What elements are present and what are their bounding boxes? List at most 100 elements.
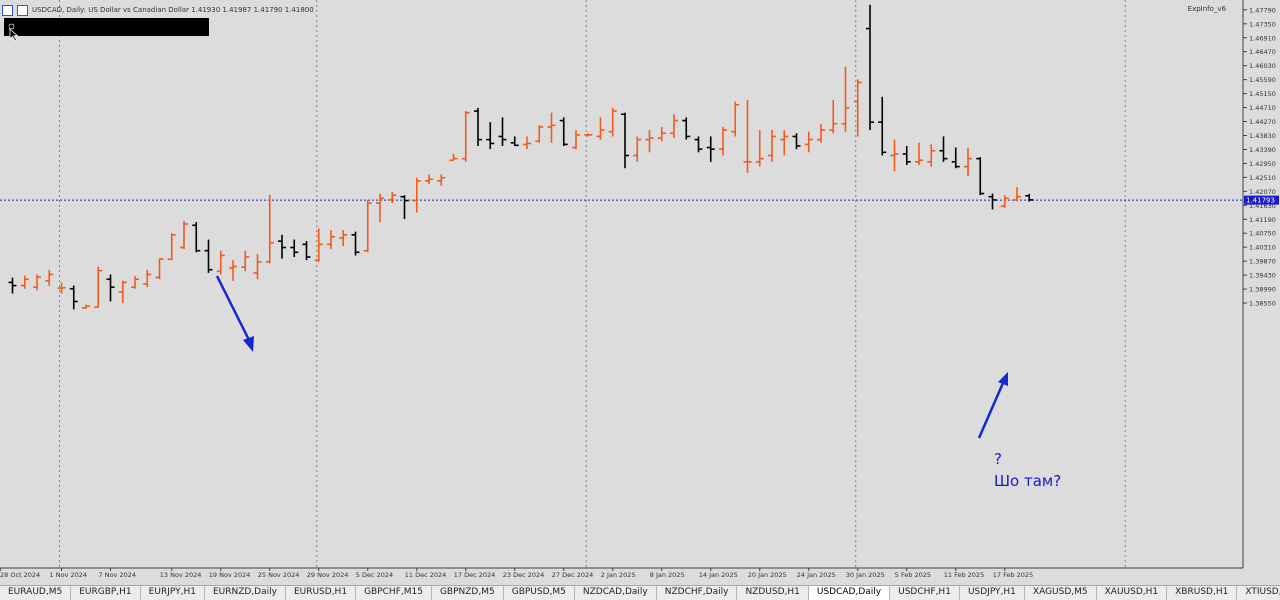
ohlc-bar [363,199,372,253]
ohlc-bar [314,228,323,262]
ohlc-bar [853,79,862,137]
ohlc-bar [792,133,801,150]
ohlc-bar [621,112,629,169]
tab-euraud-m5[interactable]: EURAUD,M5 [0,586,72,600]
ohlc-bar [768,130,776,162]
tab-usdjpy-h1[interactable]: USDJPY,H1 [960,586,1025,600]
ohlc-bar [584,133,593,137]
color-icon[interactable] [17,4,28,16]
price-tick-label: 1.42950 [1249,160,1276,168]
ohlc-bar [327,230,335,250]
ohlc-bar [902,145,911,166]
ohlc-bar [425,174,433,185]
ohlc-bar [45,269,54,286]
ohlc-bar [437,174,446,186]
ohlc-bar [167,233,176,261]
price-tick-label: 1.46030 [1249,62,1276,70]
price-tick-label: 1.47350 [1249,20,1276,28]
tab-usdchf-h1[interactable]: USDCHF,H1 [890,586,960,600]
ohlc-bar [216,250,225,275]
ohlc-bar [388,191,397,204]
ohlc-bar [131,276,139,289]
tab-xagusd-m5[interactable]: XAGUSD,M5 [1025,586,1097,600]
ohlc-bar [608,107,617,137]
ohlc-bar [33,274,41,291]
price-tick-label: 1.40310 [1249,244,1276,252]
ohlc-bar [8,277,17,294]
ohlc-bar [241,250,250,272]
time-tick-label: 8 Jan 2025 [650,571,685,579]
ohlc-bar [20,275,29,289]
price-tick-label: 1.41630 [1249,202,1276,210]
time-tick-label: 19 Nov 2024 [209,571,251,579]
time-tick-label: 25 Nov 2024 [258,571,300,579]
current-price-label: 1.41793 [1246,197,1275,205]
ohlc-bar [670,114,678,139]
time-tick-label: 27 Dec 2024 [552,571,594,579]
tab-xbrusd-h1[interactable]: XBRUSD,H1 [1167,586,1238,600]
time-tick-label: 5 Feb 2025 [895,571,931,579]
time-tick-label: 28 Oct 2024 [0,571,40,579]
ohlc-bar [572,130,580,150]
ohlc-bar [82,304,90,309]
ohlc-bar [1000,195,1009,208]
ohlc-bar [939,136,948,162]
tab-nzdusd-h1[interactable]: NZDUSD,H1 [737,586,809,600]
cursor-icon [9,28,19,42]
price-chart[interactable]: 1.47790 1.47350 1.46910 1.46470 1.46030 1.455… [0,0,1280,585]
ohlc-bar [817,123,825,143]
tab-gbpusd-m5[interactable]: GBPUSD,M5 [504,586,575,600]
ohlc-bar [1013,187,1021,202]
ohlc-bar [890,139,899,172]
tab-xtiusd-daily[interactable]: XTIUSD,Daily [1237,586,1280,600]
ohlc-bar [474,107,482,146]
tab-nzdchf-daily[interactable]: NZDCHF,Daily [657,586,738,600]
ohlc-bar [535,125,544,143]
ohlc-bar [694,136,703,153]
ohlc-bar [229,260,237,281]
ohlc-bar [719,126,727,156]
ohlc-bar [265,194,274,264]
ohlc-bar [278,234,286,259]
time-tick-label: 30 Jan 2025 [846,571,885,579]
time-tick-label: 13 Nov 2024 [160,571,202,579]
tab-eurgbp-h1[interactable]: EURGBP,H1 [71,586,141,600]
time-tick-label: 17 Dec 2024 [454,571,496,579]
tab-eurusd-h1[interactable]: EURUSD,H1 [286,586,357,600]
tab-xauusd-h1[interactable]: XAUUSD,H1 [1097,586,1168,600]
ohlc-bar [657,126,666,142]
time-tick-label: 24 Jan 2025 [797,571,836,579]
tab-gbpchf-m15[interactable]: GBPCHF,M15 [356,586,432,600]
ohlc-bar [412,177,421,213]
chart-type-icon[interactable] [2,4,13,16]
tab-eurjpy-h1[interactable]: EURJPY,H1 [141,586,205,600]
ohlc-bar [486,122,495,150]
price-tick-label: 1.47790 [1249,6,1276,14]
price-tick-label: 1.45590 [1249,76,1276,84]
price-tick-label: 1.38550 [1249,300,1276,308]
ohlc-bar [645,130,654,153]
time-tick-label: 23 Dec 2024 [503,571,545,579]
ohlc-bar [841,66,850,132]
price-tick-label: 1.39870 [1249,258,1276,266]
price-tick-label: 1.42070 [1249,188,1276,196]
tab-eurnzd-daily[interactable]: EURNZD,Daily [205,586,286,600]
price-tick-label: 1.42510 [1249,174,1276,182]
ohlc-bar [339,230,348,246]
menu-icon[interactable]: ▫ [8,21,15,32]
note-annotation: ? Шо там? [994,448,1061,492]
price-axis: 1.47790 1.47350 1.46910 1.46470 1.46030 1.455… [1243,6,1276,308]
ohlc-bar [829,99,838,134]
price-tick-label: 1.44710 [1249,104,1276,112]
price-tick-label: 1.45150 [1249,90,1276,98]
note-question-mark: ? [994,450,1002,468]
time-tick-label: 14 Jan 2025 [699,571,738,579]
price-tick-label: 1.43830 [1249,132,1276,140]
ohlc-bar [743,99,752,173]
tab-nzdcad-daily[interactable]: NZDCAD,Daily [575,586,657,600]
ohlc-bar [376,193,384,223]
symbol-title: USDCAD, Daily: US Dollar vs Canadian Dol… [32,6,314,14]
tab-gbpnzd-m5[interactable]: GBPNZD,M5 [432,586,504,600]
tab-usdcad-daily[interactable]: USDCAD,Daily [808,586,891,600]
ohlc-bar [523,136,531,150]
